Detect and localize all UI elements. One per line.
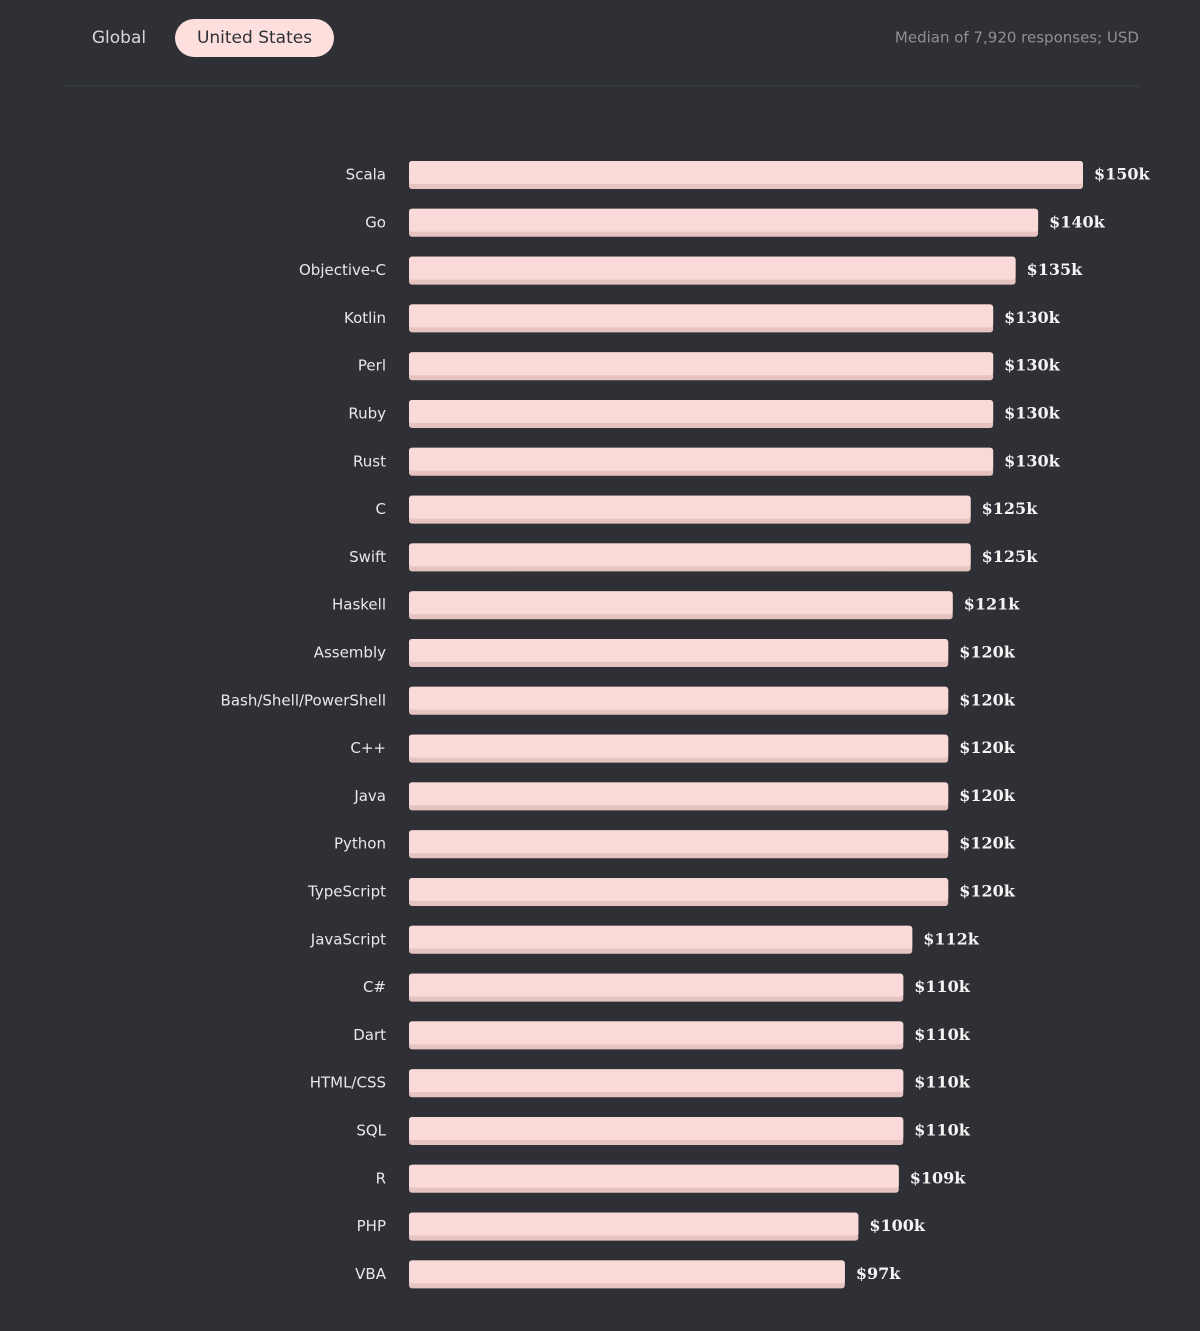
category-label: VBA [355,1265,387,1283]
bar [409,973,904,997]
category-label: SQL [356,1122,386,1140]
category-label: Assembly [314,644,386,662]
category-label: Dart [353,1026,386,1044]
category-label: Perl [358,357,386,375]
category-label: Scala [346,166,386,184]
bar [409,208,1039,232]
value-label: $130k [1004,451,1061,470]
category-label: Kotlin [344,309,386,327]
category-label: Python [334,835,386,853]
value-label: $97k [856,1264,901,1283]
bar [409,925,913,949]
bar [409,734,949,758]
value-label: $125k [982,499,1039,518]
category-label: Bash/Shell/PowerShell [221,691,386,709]
bar [409,447,994,471]
value-label: $110k [914,1025,971,1044]
bar [409,1021,904,1045]
value-label: $120k [959,834,1016,853]
value-label: $120k [959,738,1016,757]
bar [409,591,953,615]
tab-global[interactable]: Global [92,28,146,48]
category-label: R [376,1169,386,1187]
value-label: $120k [959,882,1016,901]
bar [409,878,949,901]
category-label: PHP [357,1217,386,1235]
tab-united-states[interactable]: United States [197,28,312,48]
bar [409,782,949,806]
bar [409,639,949,662]
value-label: $130k [1004,404,1061,423]
category-label: Objective-C [299,261,386,279]
bar [409,161,1083,184]
value-label: $120k [959,643,1016,662]
bar [409,1260,845,1284]
category-label: Swift [349,548,386,566]
bar [409,495,971,519]
category-label: C# [363,978,386,996]
value-label: $140k [1049,212,1106,231]
category-label: Haskell [332,596,386,614]
category-label: Rust [353,452,386,470]
value-label: $150k [1094,165,1151,184]
category-label: Go [365,213,386,231]
category-label: C++ [350,739,386,757]
category-label: Ruby [348,405,386,423]
category-label: JavaScript [310,930,386,948]
bar [409,256,1016,280]
category-label: Java [353,787,386,805]
value-label: $109k [910,1168,967,1187]
value-label: $112k [923,929,980,948]
value-label: $110k [914,1073,971,1092]
value-label: $121k [964,595,1021,614]
bar [409,304,994,328]
value-label: $100k [869,1216,926,1235]
bar [409,1212,859,1236]
bar [409,400,994,423]
value-label: $110k [914,977,971,996]
value-label: $120k [959,690,1016,709]
value-label: $120k [959,786,1016,805]
bar [409,543,971,567]
value-label: $125k [982,547,1039,566]
bar [409,1117,904,1140]
category-label: TypeScript [307,883,386,901]
value-label: $110k [914,1121,971,1140]
bar [409,1164,899,1188]
subtitle: Median of 7,920 responses; USD [895,29,1139,47]
tab-active-pill[interactable] [175,19,334,57]
value-label: $130k [1004,308,1061,327]
value-label: $130k [1004,356,1061,375]
bar [409,686,949,710]
category-label: C [376,500,386,518]
category-label: HTML/CSS [310,1074,386,1092]
bar [409,1069,904,1093]
bar [409,830,949,854]
value-label: $135k [1027,260,1084,279]
bar [409,352,994,376]
